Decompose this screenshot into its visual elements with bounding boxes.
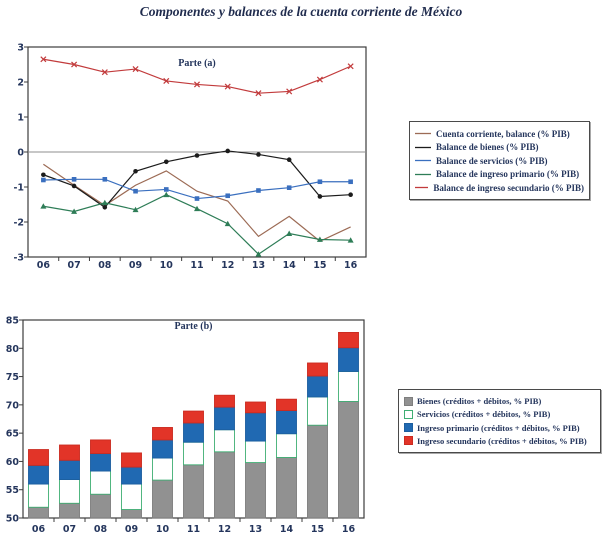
svg-text:08: 08 (98, 260, 112, 271)
svg-text:06: 06 (37, 260, 51, 271)
svg-text:1: 1 (17, 113, 24, 124)
svg-text:08: 08 (94, 524, 108, 535)
legend-parte-b: Bienes (créditos + débitos, % PIB) Servic… (398, 389, 601, 453)
svg-text:15: 15 (313, 260, 326, 271)
svg-text:06: 06 (32, 524, 46, 535)
line-triangle-swatch-icon (415, 173, 431, 175)
legend-item: Ingreso primario (créditos + débitos, % … (404, 423, 595, 433)
line-swatch-icon (415, 132, 431, 135)
svg-text:10: 10 (160, 260, 174, 271)
svg-text:12: 12 (221, 260, 234, 271)
legend-item: Balance de servicios (% PIB) (415, 156, 584, 166)
svg-text:65: 65 (6, 429, 19, 440)
svg-text:16: 16 (344, 260, 358, 271)
svg-text:13: 13 (252, 260, 265, 271)
svg-text:09: 09 (129, 260, 142, 271)
svg-text:-2: -2 (13, 218, 24, 229)
legend-label: Balance de servicios (% PIB) (436, 155, 548, 166)
svg-text:80: 80 (6, 344, 20, 355)
filled-square-swatch-icon (404, 436, 413, 446)
svg-text:12: 12 (218, 524, 231, 535)
legend-label: Balance de ingreso primario (% PIB) (436, 169, 580, 179)
legend-label: Ingreso primario (créditos + débitos, % … (417, 422, 580, 433)
svg-text:07: 07 (63, 524, 76, 535)
svg-text:13: 13 (249, 524, 262, 535)
legend-item: Servicios (créditos + débitos, % PIB) (404, 409, 595, 419)
legend-label: Ingreso secundario (créditos + débitos, … (417, 435, 587, 446)
svg-text:-1: -1 (13, 183, 24, 194)
svg-text:14: 14 (283, 260, 297, 271)
svg-text:2: 2 (17, 78, 24, 89)
svg-text:0: 0 (17, 148, 24, 159)
legend-item: Bienes (créditos + débitos, % PIB) (404, 396, 595, 406)
legend-label: Servicios (créditos + débitos, % PIB) (417, 409, 551, 420)
svg-text:60: 60 (6, 457, 20, 468)
svg-text:07: 07 (67, 260, 80, 271)
legend-item: Ingreso secundario (créditos + débitos, … (404, 436, 595, 446)
svg-text:16: 16 (342, 524, 356, 535)
figure-title: Componentes y balances de la cuenta corr… (139, 4, 463, 19)
legend-item: Balance de ingreso primario (% PIB) (415, 169, 584, 179)
svg-text:55: 55 (6, 485, 19, 496)
legend-label: Bienes (créditos + débitos, % PIB) (417, 396, 542, 407)
svg-text:14: 14 (280, 524, 294, 535)
svg-text:10: 10 (156, 524, 170, 535)
legend-item: Balance de ingreso secundario (% PIB) (415, 183, 584, 193)
svg-text:3: 3 (17, 43, 24, 54)
svg-text:11: 11 (190, 260, 203, 271)
svg-text:85: 85 (6, 316, 19, 327)
legend-item: Cuenta corriente, balance (% PIB) (415, 129, 584, 139)
svg-text:-3: -3 (13, 253, 24, 264)
legend-label: Balance de bienes (% PIB) (436, 142, 539, 152)
line-square-swatch-icon (415, 159, 431, 162)
legend-label: Balance de ingreso secundario (% PIB) (433, 182, 584, 193)
svg-text:15: 15 (311, 524, 324, 535)
svg-text:50: 50 (6, 514, 20, 525)
legend-label: Cuenta corriente, balance (% PIB) (436, 128, 570, 139)
panel-a-title: Parte (a) (178, 58, 216, 69)
svg-text:11: 11 (187, 524, 200, 535)
panel-b-title: Parte (b) (174, 321, 213, 332)
filled-square-swatch-icon (404, 423, 413, 433)
filled-square-swatch-icon (404, 396, 413, 406)
svg-text:70: 70 (6, 400, 20, 411)
legend-parte-a: Cuenta corriente, balance (% PIB) Balance… (409, 121, 590, 200)
svg-text:75: 75 (6, 372, 19, 383)
svg-text:09: 09 (125, 524, 138, 535)
line-circle-swatch-icon (415, 146, 431, 148)
line-x-swatch-icon (415, 186, 429, 189)
legend-item: Balance de bienes (% PIB) (415, 142, 584, 152)
outlined-square-swatch-icon (404, 409, 413, 419)
